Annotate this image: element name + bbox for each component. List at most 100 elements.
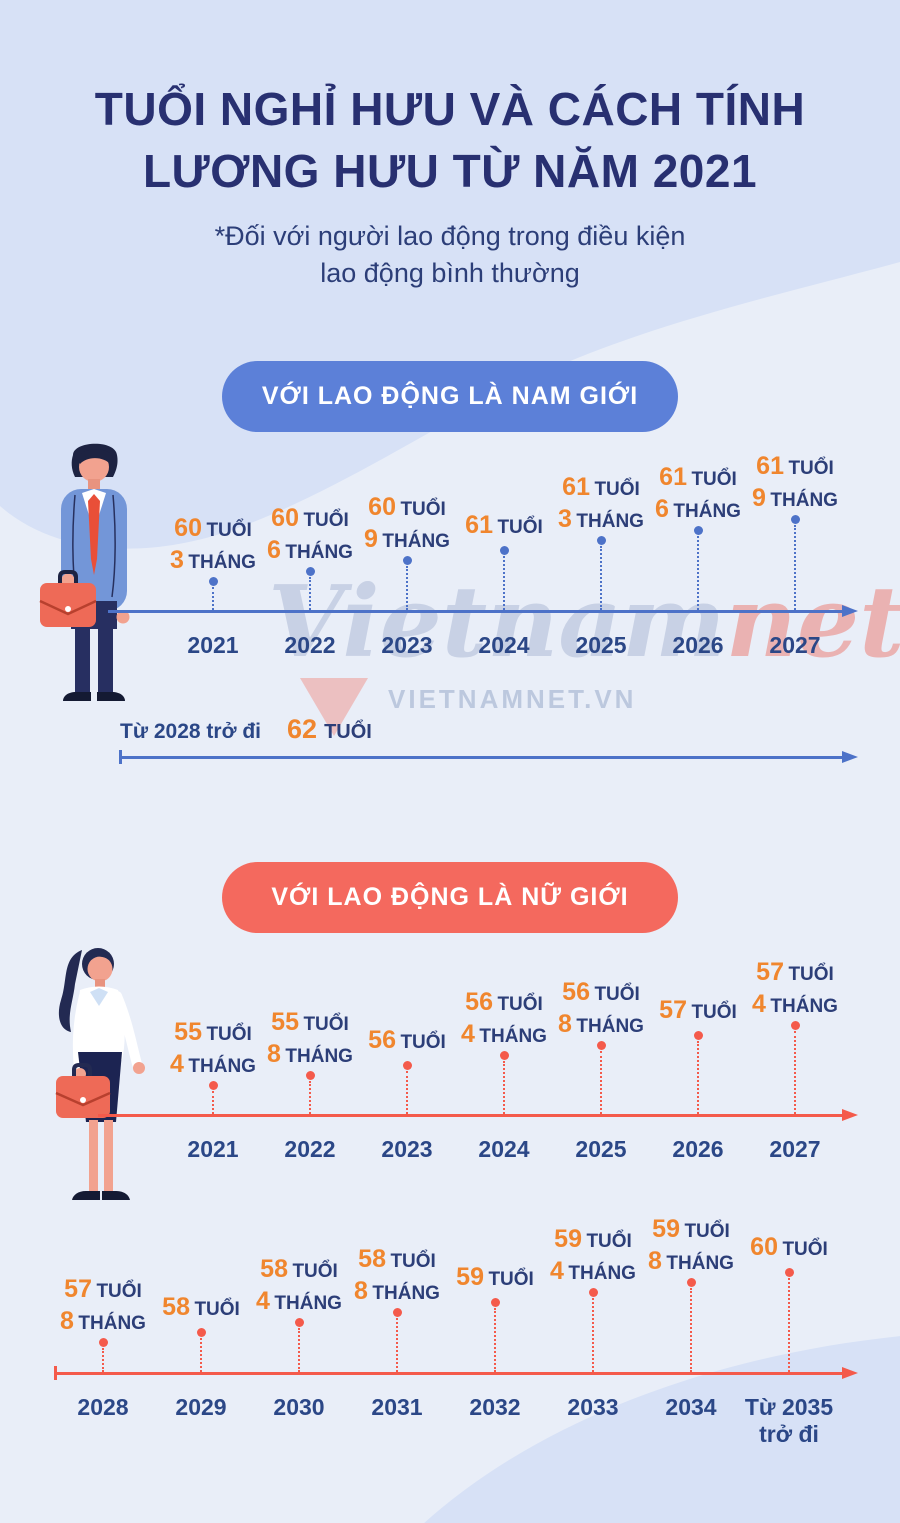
age-unit: TUỔI: [194, 1299, 240, 1320]
timeline-dot: [693, 525, 703, 535]
age-unit: TUỔI: [497, 517, 543, 538]
timeline-arrowhead-icon: [842, 1367, 858, 1379]
age-extra-number: 6: [267, 536, 281, 564]
age-number: 57: [756, 958, 784, 986]
age-label: 60 TUỔI: [714, 1233, 864, 1265]
age-number: 59: [456, 1263, 484, 1291]
section-badge-male: VỚI LAO ĐỘNG LÀ NAM GIỚI: [222, 361, 678, 432]
section-badge-male-label: VỚI LAO ĐỘNG LÀ NAM GIỚI: [261, 382, 639, 410]
age-unit: TUỔI: [96, 1281, 142, 1302]
timeline-dotted-connector: [788, 1278, 790, 1372]
age-label: 55 TUỔI 8 THÁNG: [235, 1008, 385, 1072]
timeline-dotted-connector: [794, 525, 796, 610]
timeline-dotted-connector: [697, 1041, 699, 1114]
age-unit: TUỔI: [488, 1269, 534, 1290]
from-2028-age-number: 62: [287, 714, 318, 744]
age-unit: TUỔI: [586, 1231, 632, 1252]
age-label: 56 TUỔI 4 THÁNG: [429, 988, 579, 1052]
age-extra-number: 6: [655, 495, 669, 523]
timeline-dot: [208, 576, 218, 586]
age-label: 59 TUỔI 8 THÁNG: [616, 1215, 766, 1279]
age-extra-number: 8: [558, 1010, 572, 1038]
age-extra-number: 9: [364, 525, 378, 553]
from-2028-age-unit: TUỔI: [324, 721, 372, 743]
age-unit: TUỔI: [206, 520, 252, 541]
timeline-dot: [305, 566, 315, 576]
age-unit: TUỔI: [303, 510, 349, 531]
year-label: 2026: [672, 632, 724, 658]
timeline-dot: [499, 545, 509, 555]
age-unit: TUỔI: [390, 1251, 436, 1272]
age-extra-unit: THÁNG: [188, 1056, 256, 1077]
timeline-dot: [790, 1020, 800, 1030]
age-unit: TUỔI: [400, 1032, 446, 1053]
timeline-dotted-connector: [503, 1061, 505, 1114]
age-unit: TUỔI: [788, 964, 834, 985]
age-number: 59: [652, 1215, 680, 1243]
age-extra-unit: THÁNG: [285, 542, 353, 563]
age-extra-number: 8: [648, 1247, 662, 1275]
year-label: 2021: [187, 1136, 239, 1162]
timeline-dotted-connector: [794, 1031, 796, 1114]
age-unit: TUỔI: [788, 458, 834, 479]
age-number: 55: [174, 1018, 202, 1046]
age-extra-unit: THÁNG: [479, 1026, 547, 1047]
year-label: 2033: [567, 1394, 619, 1420]
age-number: 60: [368, 493, 396, 521]
from-2028-row: Từ 2028 trở đi 62 TUỔI: [120, 714, 372, 745]
timeline-dotted-connector: [600, 546, 602, 610]
timeline-dot: [686, 1277, 696, 1287]
timeline-dot: [596, 1040, 606, 1050]
age-extra-unit: THÁNG: [382, 531, 450, 552]
year-label: 2027: [769, 632, 821, 658]
timeline-dot: [392, 1307, 402, 1317]
timeline-dotted-connector: [592, 1298, 594, 1372]
age-extra-unit: THÁNG: [372, 1283, 440, 1304]
timeline-dotted-connector: [600, 1051, 602, 1114]
timeline-arrowhead-icon: [842, 751, 858, 763]
timeline-arrowhead-icon: [842, 1109, 858, 1121]
age-number: 56: [368, 1026, 396, 1054]
age-label: 56 TUỔI 8 THÁNG: [526, 978, 676, 1042]
age-unit: TUỔI: [400, 499, 446, 520]
age-label: 58 TUỔI 8 THÁNG: [322, 1245, 472, 1309]
timeline-axis: [55, 1372, 842, 1375]
age-extra-unit: THÁNG: [576, 511, 644, 532]
timeline-dotted-connector: [298, 1328, 300, 1372]
year-label: 2031: [371, 1394, 423, 1420]
age-extra-number: 8: [60, 1307, 74, 1335]
timeline-dotted-connector: [494, 1308, 496, 1372]
age-unit: TUỔI: [292, 1261, 338, 1282]
age-number: 55: [271, 1008, 299, 1036]
page-title: TUỔI NGHỈ HƯU VÀ CÁCH TÍNH LƯƠNG HƯU TỪ …: [0, 78, 900, 202]
age-unit: TUỔI: [782, 1239, 828, 1260]
background-blob-bottom: [424, 1336, 900, 1523]
age-extra-unit: THÁNG: [770, 996, 838, 1017]
year-label: 2023: [381, 1136, 433, 1162]
timeline-start-tick: [119, 750, 122, 764]
age-extra-number: 4: [752, 990, 766, 1018]
age-number: 60: [174, 514, 202, 542]
age-extra-unit: THÁNG: [285, 1046, 353, 1067]
age-number: 61: [756, 452, 784, 480]
age-number: 59: [554, 1225, 582, 1253]
year-label: 2027: [769, 1136, 821, 1162]
age-extra-unit: THÁNG: [78, 1313, 146, 1334]
year-label: 2023: [381, 632, 433, 658]
age-label: 61 TUỔI 6 THÁNG: [623, 463, 773, 527]
age-number: 57: [659, 996, 687, 1024]
age-extra-unit: THÁNG: [666, 1253, 734, 1274]
timeline-dotted-connector: [697, 536, 699, 610]
timeline-dot: [196, 1327, 206, 1337]
age-unit: TUỔI: [497, 994, 543, 1015]
age-extra-number: 3: [170, 546, 184, 574]
timeline-dot: [402, 1060, 412, 1070]
age-label: 61 TUỔI 3 THÁNG: [526, 473, 676, 537]
from-2028-prefix: Từ 2028 trở đi: [120, 720, 262, 743]
year-label: 2021: [187, 632, 239, 658]
age-number: 61: [562, 473, 590, 501]
timeline-arrowhead-icon: [842, 605, 858, 617]
section-badge-female-label: VỚI LAO ĐỘNG LÀ NỮ GIỚI: [271, 883, 629, 911]
age-unit: TUỔI: [206, 1024, 252, 1045]
age-label: 60 TUỔI 6 THÁNG: [235, 504, 385, 568]
